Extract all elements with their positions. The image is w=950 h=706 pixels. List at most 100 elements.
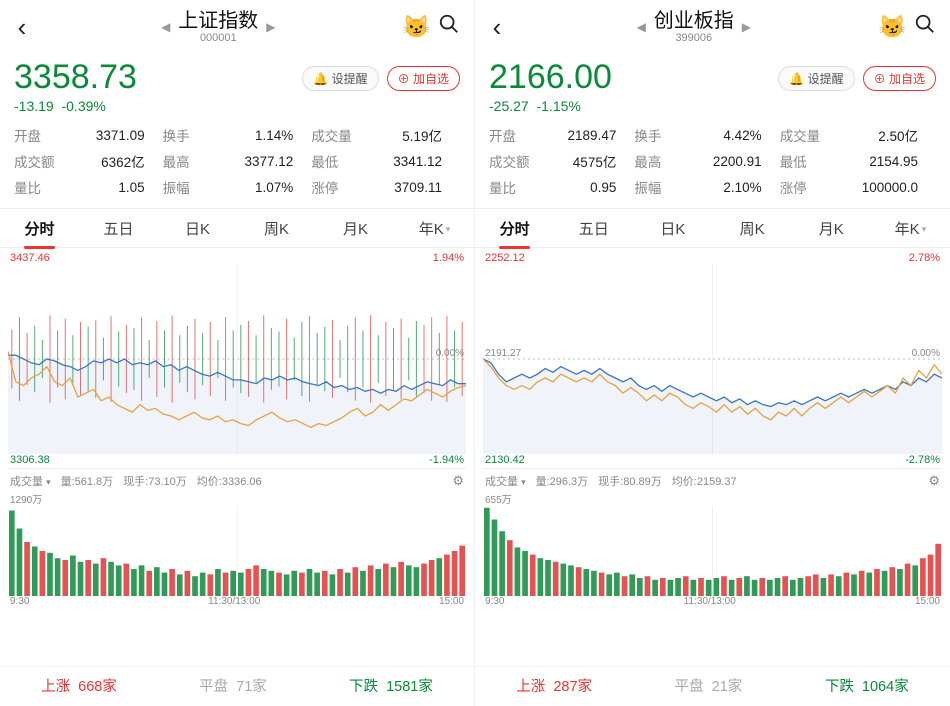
market-breadth: 上涨 668家 平盘 71家 下跌 1581家 (0, 666, 474, 706)
stat-value: 4575亿 (537, 148, 634, 174)
chart-area: 2252.12 2.78% 2191.27 0.00% 2130.42 -2.7… (475, 248, 950, 666)
volume-xianshou: 现手:80.89万 (598, 473, 662, 489)
stat-label: 最高 (163, 148, 211, 174)
index-code: 399006 (654, 32, 734, 44)
tab-2[interactable]: 日K (633, 218, 712, 239)
stat-value: 5.19亿 (359, 122, 460, 148)
chart-low-label: 2130.42 (485, 454, 525, 466)
stat-value: 3341.12 (359, 148, 460, 174)
stat-value: 3371.09 (62, 122, 163, 148)
set-reminder-button[interactable]: 🔔 设提醒 (302, 66, 378, 91)
tab-3[interactable]: 周K (713, 218, 792, 239)
mascot-icon[interactable]: 😼 (403, 14, 430, 40)
stat-label: 开盘 (489, 122, 537, 148)
search-icon[interactable] (436, 13, 462, 42)
breadth-down: 下跌 1581家 (349, 675, 433, 696)
stat-value: 4.42% (682, 122, 779, 148)
chart-low-pct: -1.94% (429, 454, 464, 466)
volume-title[interactable]: 成交量 ▾ (485, 473, 526, 489)
tab-3[interactable]: 周K (237, 218, 316, 239)
stats-grid: 开盘3371.09换手1.14%成交量5.19亿成交额6362亿最高3377.1… (0, 116, 474, 208)
back-icon[interactable]: ‹ (10, 12, 34, 43)
chart-high-pct: 1.94% (433, 252, 464, 264)
price-section: 3358.73 -13.19 -0.39% 🔔 设提醒 ⊕ 加自选 (0, 54, 474, 116)
chart-low-label: 3306.38 (10, 454, 50, 466)
volume-title[interactable]: 成交量 ▾ (10, 473, 51, 489)
volume-max: 1290万 (8, 491, 466, 506)
timeframe-tabs: 分时五日日K周K月K年K▾ (475, 208, 950, 248)
stat-label: 开盘 (14, 122, 62, 148)
price-change: -13.19 -0.39% (14, 98, 302, 114)
stat-label: 成交额 (489, 148, 537, 174)
stat-value: 2.50亿 (828, 122, 936, 148)
tab-0[interactable]: 分时 (475, 218, 554, 239)
stat-label: 量比 (489, 174, 537, 200)
tab-5[interactable]: 年K▾ (395, 218, 474, 239)
volume-max: 655万 (483, 491, 942, 506)
tab-5[interactable]: 年K▾ (871, 218, 950, 239)
breadth-up: 上涨 668家 (41, 675, 117, 696)
stat-value: 6362亿 (62, 148, 163, 174)
stat-label: 最低 (311, 148, 359, 174)
stat-value: 1.05 (62, 174, 163, 200)
tab-2[interactable]: 日K (158, 218, 237, 239)
stats-grid: 开盘2189.47换手4.42%成交量2.50亿成交额4575亿最高2200.9… (475, 116, 950, 208)
volume-xianshou: 现手:73.10万 (123, 473, 187, 489)
volume-header: 成交量 ▾ 量:296.3万 现手:80.89万 均价:2159.37 ⚙ (483, 468, 942, 491)
stock-panel: ‹ ◀ 上证指数 000001 ▶ 😼 3358.73 -13.19 -0.39… (0, 0, 475, 706)
index-title: 创业板指 (654, 10, 734, 32)
index-code: 000001 (178, 32, 258, 44)
header: ‹ ◀ 创业板指 399006 ▶ 😼 (475, 0, 950, 54)
stat-value: 100000.0 (828, 174, 936, 200)
price-section: 2166.00 -25.27 -1.15% 🔔 设提醒 ⊕ 加自选 (475, 54, 950, 116)
tab-4[interactable]: 月K (316, 218, 395, 239)
time-axis: 9:3011:30/13:0015:00 (483, 596, 942, 611)
next-index-icon[interactable]: ▶ (742, 20, 751, 34)
current-price: 3358.73 (14, 60, 302, 94)
svg-text:0.00%: 0.00% (436, 348, 464, 359)
stat-label: 换手 (634, 122, 682, 148)
volume-liang: 量:296.3万 (536, 473, 589, 489)
stat-value: 2.10% (682, 174, 779, 200)
stat-label: 量比 (14, 174, 62, 200)
stat-label: 成交额 (14, 148, 62, 174)
index-title: 上证指数 (178, 10, 258, 32)
stat-label: 最高 (634, 148, 682, 174)
stat-value: 0.95 (537, 174, 634, 200)
next-index-icon[interactable]: ▶ (266, 20, 275, 34)
price-chart[interactable]: 0.00% (8, 264, 466, 454)
back-icon[interactable]: ‹ (485, 12, 509, 43)
chart-high-label: 3437.46 (10, 252, 50, 264)
stat-label: 涨停 (780, 174, 828, 200)
current-price: 2166.00 (489, 60, 778, 94)
tab-1[interactable]: 五日 (79, 218, 158, 239)
set-reminder-button[interactable]: 🔔 设提醒 (778, 66, 854, 91)
breadth-up: 上涨 287家 (516, 675, 592, 696)
chart-high-label: 2252.12 (485, 252, 525, 264)
prev-index-icon[interactable]: ◀ (161, 20, 170, 34)
price-change: -25.27 -1.15% (489, 98, 778, 114)
tab-0[interactable]: 分时 (0, 218, 79, 239)
stat-value: 1.07% (211, 174, 312, 200)
stat-label: 振幅 (163, 174, 211, 200)
volume-chart[interactable] (483, 506, 942, 596)
stat-value: 2154.95 (828, 148, 936, 174)
stock-panel: ‹ ◀ 创业板指 399006 ▶ 😼 2166.00 -25.27 -1.15… (475, 0, 950, 706)
add-watchlist-button[interactable]: ⊕ 加自选 (387, 66, 460, 91)
volume-liang: 量:561.8万 (61, 473, 114, 489)
volume-chart[interactable] (8, 506, 466, 596)
tab-4[interactable]: 月K (792, 218, 871, 239)
settings-icon[interactable]: ⚙ (928, 473, 940, 489)
mascot-icon[interactable]: 😼 (879, 14, 906, 40)
prev-index-icon[interactable]: ◀ (637, 20, 646, 34)
stat-value: 2200.91 (682, 148, 779, 174)
tab-1[interactable]: 五日 (554, 218, 633, 239)
price-chart[interactable]: 2191.27 0.00% (483, 264, 942, 454)
breadth-flat: 平盘 71家 (199, 675, 267, 696)
search-icon[interactable] (912, 13, 938, 42)
breadth-down: 下跌 1064家 (825, 675, 909, 696)
stat-label: 换手 (163, 122, 211, 148)
settings-icon[interactable]: ⚙ (452, 473, 464, 489)
chart-area: 3437.46 1.94% 0.00% 3306.38 -1.94% 成交量 ▾… (0, 248, 474, 666)
add-watchlist-button[interactable]: ⊕ 加自选 (863, 66, 936, 91)
